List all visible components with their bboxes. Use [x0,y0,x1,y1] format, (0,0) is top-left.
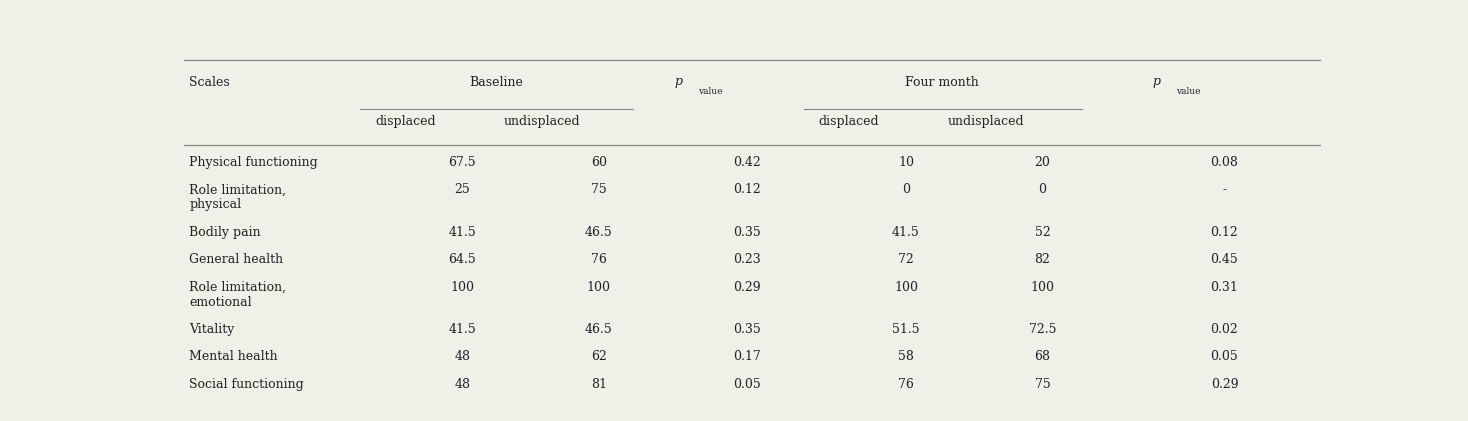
Text: 76: 76 [898,378,915,391]
Text: p: p [1152,75,1160,88]
Text: Social functioning: Social functioning [189,378,304,391]
Text: 0.42: 0.42 [733,156,760,169]
Text: Bodily pain: Bodily pain [189,226,261,239]
Text: 0.23: 0.23 [733,253,760,266]
Text: 60: 60 [590,156,606,169]
Text: 41.5: 41.5 [448,323,476,336]
Text: 64.5: 64.5 [448,253,476,266]
Text: Role limitation,
emotional: Role limitation, emotional [189,281,286,309]
Text: 0.17: 0.17 [733,350,760,363]
Text: 0: 0 [1038,184,1047,197]
Text: 46.5: 46.5 [584,226,612,239]
Text: 51.5: 51.5 [893,323,920,336]
Text: 41.5: 41.5 [448,226,476,239]
Text: 0.31: 0.31 [1211,281,1239,294]
Text: 0.35: 0.35 [733,323,760,336]
Text: value: value [697,87,722,96]
Text: 67.5: 67.5 [448,156,476,169]
Text: 0: 0 [901,184,910,197]
Text: 62: 62 [590,350,606,363]
Text: 100: 100 [894,281,918,294]
Text: 0.12: 0.12 [1211,226,1239,239]
Text: undisplaced: undisplaced [947,115,1023,128]
Text: 0.45: 0.45 [1211,253,1239,266]
Text: Role limitation,
physical: Role limitation, physical [189,184,286,211]
Text: -: - [1223,184,1227,197]
Text: 20: 20 [1035,156,1051,169]
Text: 0.05: 0.05 [733,378,760,391]
Text: 0.29: 0.29 [733,281,760,294]
Text: undisplaced: undisplaced [504,115,580,128]
Text: 0.05: 0.05 [1211,350,1239,363]
Text: 72: 72 [898,253,913,266]
Text: 10: 10 [898,156,915,169]
Text: 48: 48 [454,350,470,363]
Text: 100: 100 [1031,281,1054,294]
Text: 46.5: 46.5 [584,323,612,336]
Text: 68: 68 [1035,350,1051,363]
Text: 76: 76 [590,253,606,266]
Text: 41.5: 41.5 [893,226,920,239]
Text: Scales: Scales [189,77,230,89]
Text: displaced: displaced [374,115,436,128]
Text: displaced: displaced [819,115,879,128]
Text: Vitality: Vitality [189,323,235,336]
Text: 72.5: 72.5 [1029,323,1055,336]
Text: 100: 100 [451,281,474,294]
Text: Four month: Four month [906,77,979,89]
Text: 0.08: 0.08 [1211,156,1239,169]
Text: 75: 75 [1035,378,1050,391]
Text: p: p [674,75,683,88]
Text: 25: 25 [455,184,470,197]
Text: 0.12: 0.12 [733,184,760,197]
Text: Baseline: Baseline [470,77,523,89]
Text: General health: General health [189,253,283,266]
Text: 52: 52 [1035,226,1050,239]
Text: 75: 75 [592,184,606,197]
Text: Mental health: Mental health [189,350,277,363]
Text: 58: 58 [898,350,915,363]
Text: 0.35: 0.35 [733,226,760,239]
Text: value: value [1176,87,1201,96]
Text: 0.29: 0.29 [1211,378,1239,391]
Text: 0.02: 0.02 [1211,323,1239,336]
Text: 81: 81 [590,378,606,391]
Text: 48: 48 [454,378,470,391]
Text: Physical functioning: Physical functioning [189,156,319,169]
Text: 100: 100 [587,281,611,294]
Text: 82: 82 [1035,253,1051,266]
